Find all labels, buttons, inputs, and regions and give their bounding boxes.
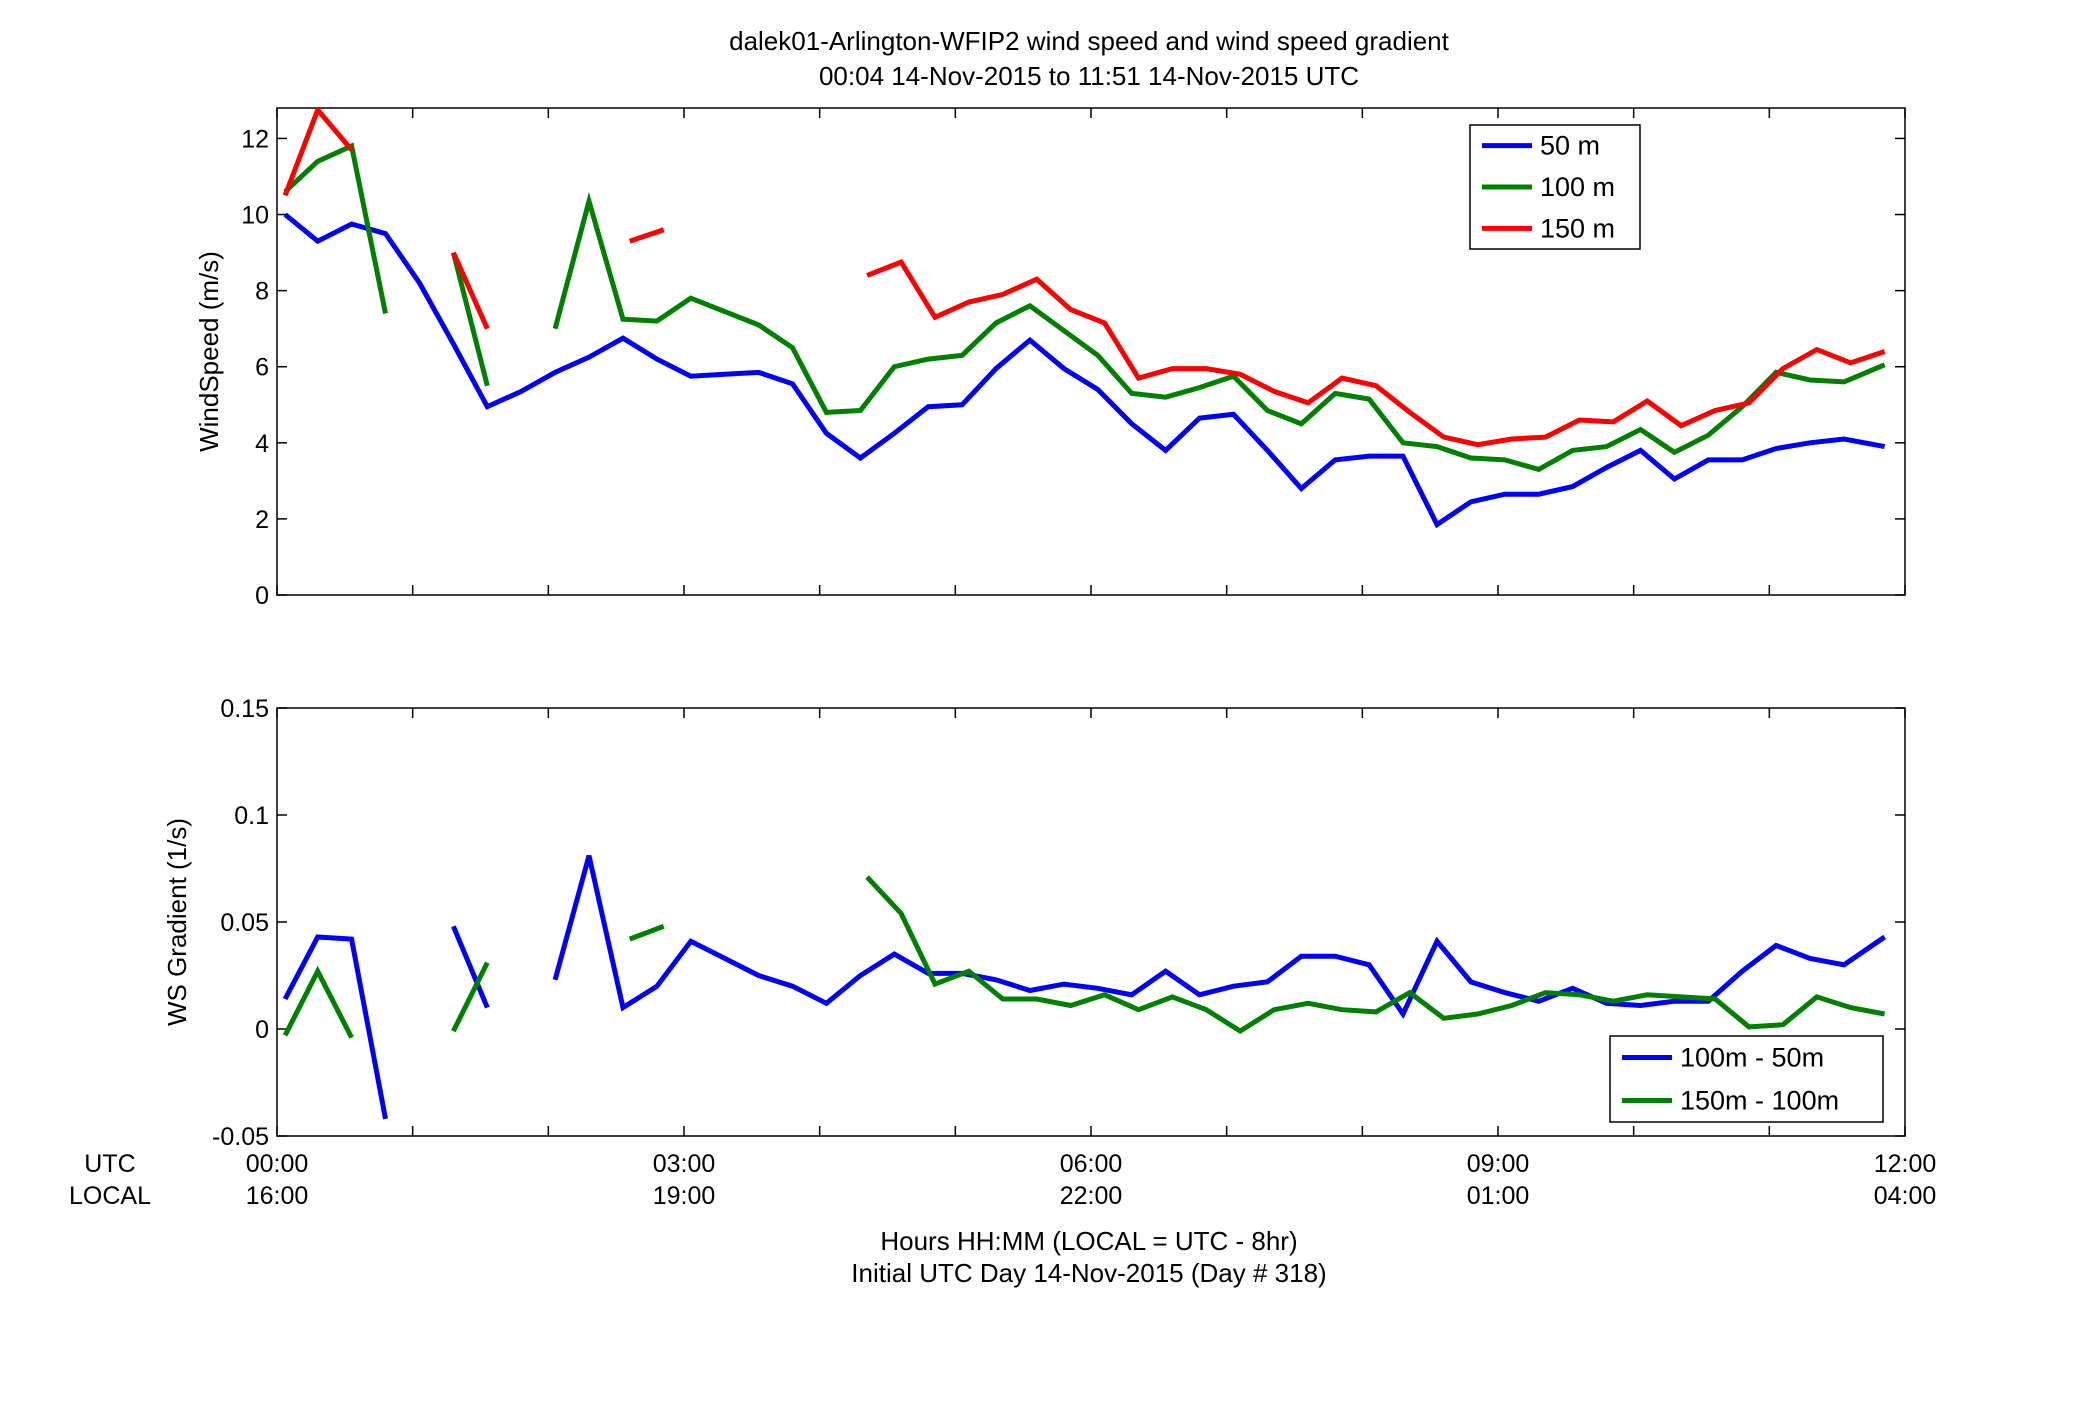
x-tick-label-utc: 09:00: [1467, 1150, 1530, 1178]
y-tick-label: 0: [255, 1016, 269, 1044]
y-tick-label: 12: [241, 125, 269, 153]
series-line-150m-100m: [282, 875, 1886, 1039]
local-row-label: LOCAL: [69, 1182, 151, 1210]
x-tick-label-utc: 12:00: [1874, 1150, 1937, 1178]
gradient-panel: -0.05 0 0.05 0.1 0.15 WS Gradient (1/s) 100m -…: [162, 695, 1906, 1151]
x-axis-label-line2: Initial UTC Day 14-Nov-2015 (Day # 318): [851, 1258, 1326, 1288]
y-tick-label: 0.15: [220, 695, 269, 723]
y-tick-label: 6: [255, 354, 269, 382]
x-tick-labels: 00:00 16:00 03:00 19:00 06:00 22:00 09:00 01:00…: [246, 1150, 1937, 1210]
utc-row-label: UTC: [84, 1150, 135, 1178]
y-tick-label: 10: [241, 202, 269, 230]
legend-entry: 100 m: [1540, 172, 1615, 202]
y-tick-label: 0.1: [234, 802, 269, 830]
x-tick-label-local: 16:00: [246, 1182, 309, 1210]
chart-title-line1: dalek01-Arlington-WFIP2 wind speed and w…: [729, 26, 1450, 56]
y-tick-label: 2: [255, 506, 269, 534]
legend: 100m - 50m 150m - 100m: [1609, 1035, 1884, 1123]
legend-entry: 150m - 100m: [1680, 1086, 1839, 1116]
y-axis-label: WS Gradient (1/s): [162, 818, 192, 1026]
y-tick-label: -0.05: [212, 1123, 269, 1151]
x-tick-label-utc: 00:00: [246, 1150, 309, 1178]
chart-title-line2: 00:04 14-Nov-2015 to 11:51 14-Nov-2015 U…: [819, 61, 1359, 91]
legend-box: [1609, 1035, 1884, 1123]
series-line-100m-50m: [282, 855, 1887, 1120]
legend-entry: 100m - 50m: [1680, 1043, 1824, 1073]
legend: 50 m 100 m 150 m: [1469, 124, 1641, 250]
y-tick-label: 0.05: [220, 909, 269, 937]
series-line-100-m: [283, 142, 1886, 473]
y-axis-label: WindSpeed (m/s): [194, 251, 224, 452]
x-axis-label-line1: Hours HH:MM (LOCAL = UTC - 8hr): [880, 1226, 1297, 1256]
x-tick-label-local: 22:00: [1060, 1182, 1123, 1210]
x-tick-label-local: 04:00: [1874, 1182, 1937, 1210]
legend-entry: 150 m: [1540, 213, 1615, 243]
x-tick-label-utc: 06:00: [1060, 1150, 1123, 1178]
y-tick-label: 8: [255, 278, 269, 306]
x-tick-label-utc: 03:00: [653, 1150, 716, 1178]
legend-entry: 50 m: [1540, 131, 1600, 161]
y-tick-label: 4: [255, 430, 269, 458]
series-line-50-m: [283, 212, 1886, 529]
x-tick-label-local: 19:00: [653, 1182, 716, 1210]
x-tick-label-local: 01:00: [1467, 1182, 1530, 1210]
y-tick-label: 0: [255, 582, 269, 610]
